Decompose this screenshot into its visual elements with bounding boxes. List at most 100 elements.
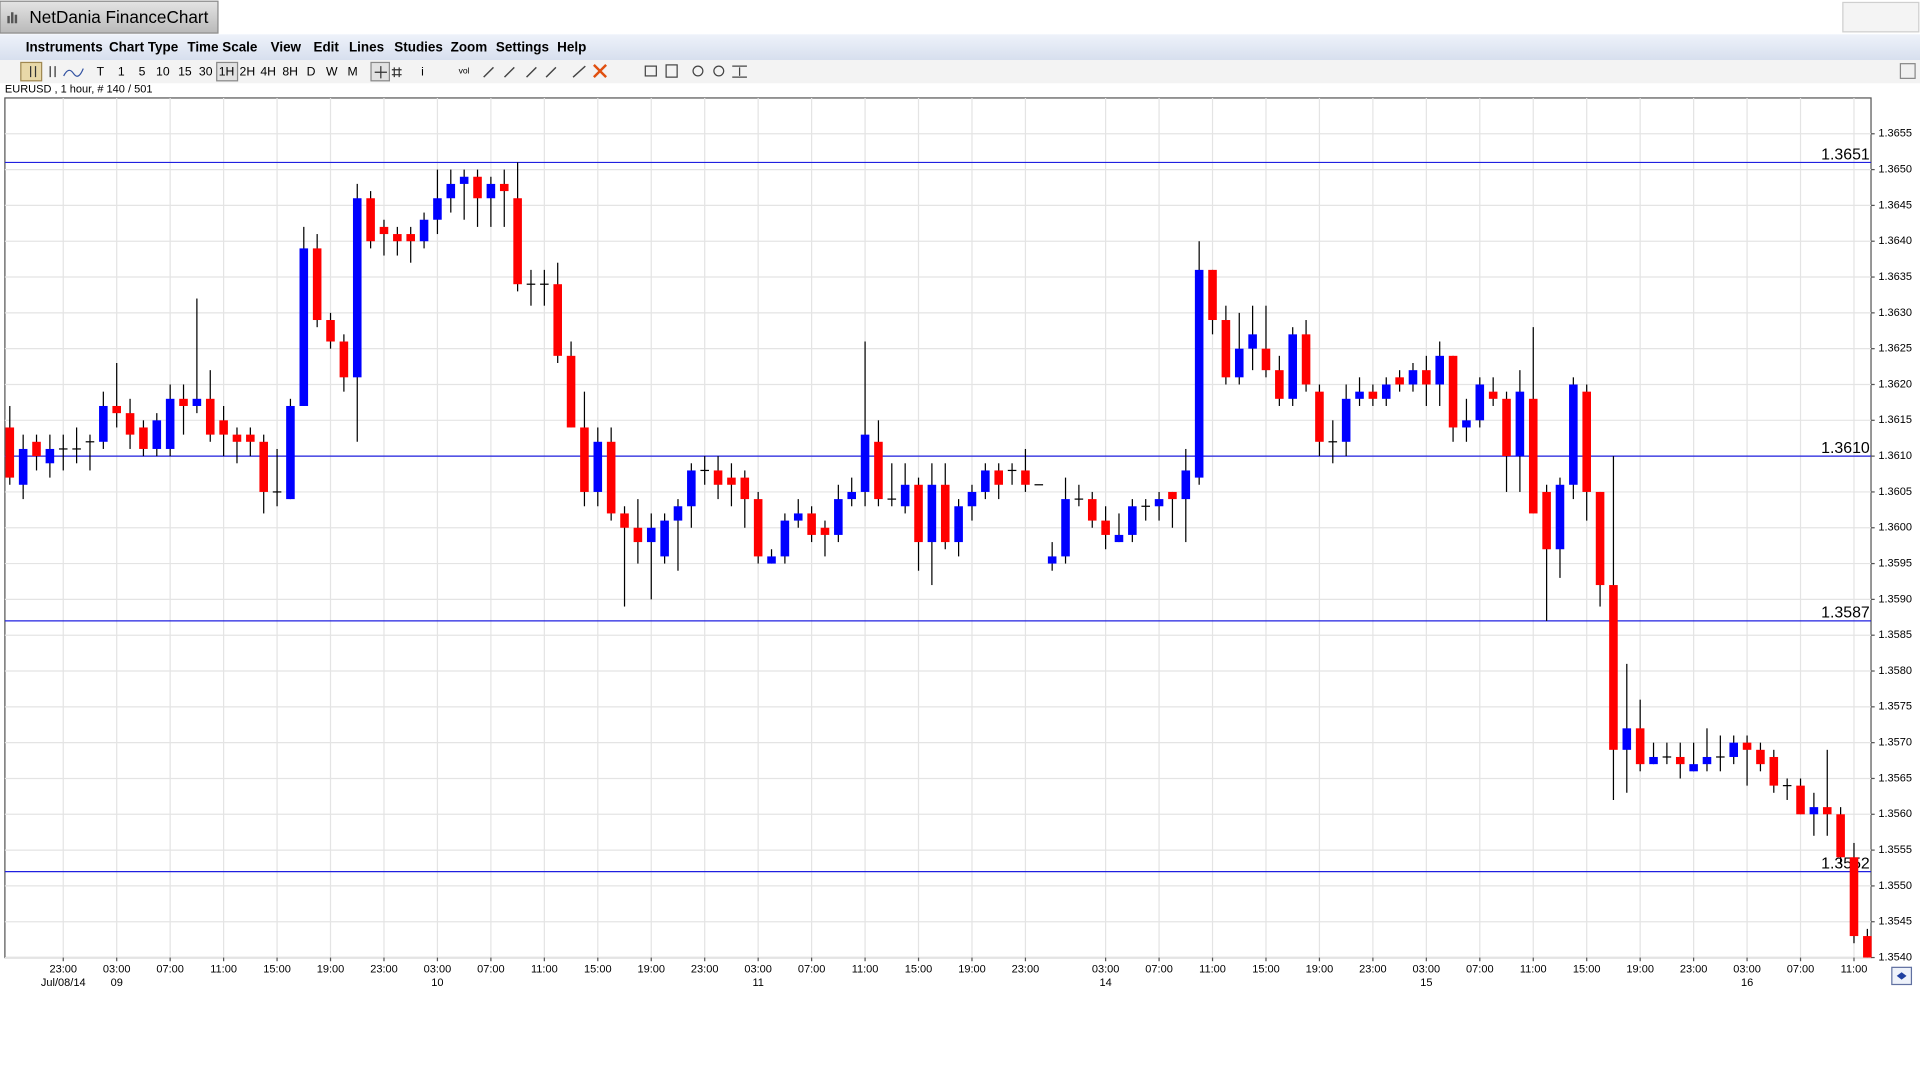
x-date-label: 14 [1099, 977, 1111, 989]
candle-body [860, 434, 870, 492]
candle-body [1021, 470, 1030, 485]
tool-button[interactable]: M [348, 64, 358, 78]
preview-icon[interactable] [665, 64, 678, 78]
candle-body [1234, 348, 1244, 378]
candle-body [1208, 269, 1217, 321]
candle-body [1849, 857, 1859, 937]
tool-button[interactable]: T [97, 64, 105, 78]
candle-body [1475, 384, 1485, 421]
tool-button[interactable]: W [326, 64, 338, 78]
draw-icon[interactable] [483, 65, 586, 78]
tool-button[interactable]: vol [459, 65, 470, 75]
menu-item[interactable]: Settings [496, 39, 549, 54]
candle-body [1822, 807, 1832, 815]
candle-body [205, 398, 215, 435]
menu-item[interactable]: Zoom [451, 39, 488, 54]
candle-body [499, 183, 509, 192]
candle-body [847, 491, 856, 500]
print-icon[interactable] [644, 65, 657, 77]
x-tick-label: 03:00 [1413, 964, 1441, 976]
candle-body [1288, 334, 1297, 399]
tool-button[interactable]: i [421, 64, 424, 78]
candle-body [1809, 807, 1819, 815]
title-bar [0, 0, 1920, 35]
candle-body [566, 355, 576, 428]
menu-item[interactable]: Time Scale [187, 39, 258, 54]
x-tick-label: 07:00 [1787, 964, 1815, 976]
window-controls[interactable] [1842, 1, 1920, 33]
y-tick-label: 1.3625 [1878, 343, 1912, 355]
candle-body [339, 341, 349, 378]
candle-body [152, 420, 162, 449]
y-tick-label: 1.3595 [1878, 557, 1912, 569]
candle-body [1488, 391, 1498, 399]
candle-body [1582, 391, 1591, 492]
x-tick-label: 11:00 [852, 964, 879, 976]
tool-button[interactable]: 10 [156, 64, 170, 78]
menu-item[interactable]: View [271, 39, 302, 54]
y-tick-label: 1.3545 [1878, 916, 1912, 928]
line-icon[interactable] [63, 68, 84, 77]
candle-body [1595, 491, 1605, 586]
toolbar [0, 60, 1920, 84]
price-line-label: 1.3587 [1821, 605, 1870, 622]
candle-body [1609, 585, 1618, 750]
panel-button[interactable] [1899, 63, 1916, 79]
x-tick-label: 23:00 [1012, 964, 1040, 976]
candle-body [1168, 491, 1177, 500]
tool-button[interactable]: 5 [139, 64, 146, 78]
menu-item[interactable]: Help [557, 39, 586, 54]
y-tick-label: 1.3555 [1878, 844, 1912, 856]
candle-body [1675, 756, 1685, 765]
crosshair-icon[interactable] [374, 66, 402, 79]
tool-button[interactable]: 1 [118, 64, 125, 78]
tool-button[interactable]: D [307, 64, 316, 78]
y-tick-label: 1.3585 [1878, 629, 1912, 641]
candle-body [606, 441, 616, 514]
menu-item[interactable]: Lines [349, 39, 384, 54]
tool-button[interactable]: 30 [199, 64, 213, 78]
candle-body [1381, 384, 1391, 399]
candle-icon[interactable] [30, 66, 56, 78]
zoom-in-icon[interactable] [692, 65, 704, 77]
candle-body [459, 176, 469, 184]
zoom-out-icon[interactable] [713, 65, 725, 77]
x-tick-label: 11:00 [210, 964, 237, 976]
y-tick-label: 1.3580 [1878, 665, 1912, 677]
candle-body [834, 499, 843, 535]
tool-button[interactable]: 8H [282, 64, 298, 78]
candle-body [1368, 391, 1378, 399]
menu-item[interactable]: Instruments [26, 39, 103, 54]
tool-button[interactable]: 1H [219, 64, 235, 78]
candle-body [1341, 398, 1351, 442]
menu-item[interactable]: Chart Type [109, 39, 179, 54]
candle-body [219, 420, 228, 435]
x-date-label: 09 [111, 977, 123, 989]
candle-body [326, 320, 335, 342]
y-tick-label: 1.3560 [1878, 808, 1912, 820]
y-tick-label: 1.3615 [1878, 414, 1912, 426]
x-tick-label: 07:00 [156, 964, 184, 976]
candle-body [1528, 398, 1538, 514]
tool-button[interactable]: 2H [240, 64, 256, 78]
tool-button[interactable]: 4H [260, 64, 276, 78]
delete-icon[interactable] [593, 64, 607, 79]
candle-body [1515, 391, 1525, 457]
candle-body [620, 513, 629, 528]
menu-item[interactable]: Studies [394, 39, 443, 54]
candle-body [312, 248, 322, 321]
candle-body [1769, 756, 1779, 786]
candle-body [419, 219, 429, 242]
candle-body [45, 448, 55, 464]
candle-body [32, 441, 41, 457]
menu-item[interactable]: Edit [313, 39, 339, 54]
tool-button[interactable]: 15 [178, 64, 192, 78]
candle-body [1061, 499, 1070, 557]
zoom-fit-icon[interactable] [732, 65, 747, 78]
tool-button[interactable] [216, 61, 239, 82]
x-tick-label: 03:00 [744, 964, 772, 976]
candle-body [727, 477, 736, 485]
candle-body [179, 398, 188, 406]
candle-body [1622, 728, 1632, 750]
